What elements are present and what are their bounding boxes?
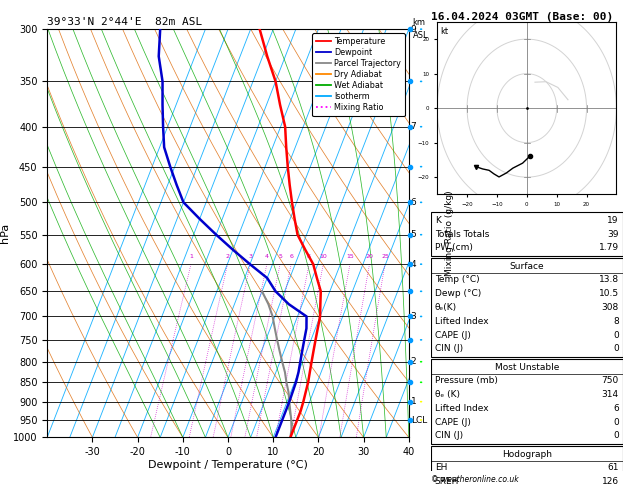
Text: 314: 314	[602, 390, 619, 399]
Text: Totals Totals: Totals Totals	[435, 229, 489, 239]
Bar	[431, 446, 623, 486]
Text: 0: 0	[613, 417, 619, 427]
Text: PW (cm): PW (cm)	[435, 243, 472, 252]
Text: 6: 6	[613, 404, 619, 413]
Text: 39°33'N 2°44'E  82m ASL: 39°33'N 2°44'E 82m ASL	[47, 17, 203, 27]
Text: K: K	[435, 216, 440, 225]
Text: Dewp (°C): Dewp (°C)	[435, 289, 481, 298]
Text: Lifted Index: Lifted Index	[435, 317, 488, 326]
Text: © weatheronline.co.uk: © weatheronline.co.uk	[431, 474, 518, 484]
Text: LCL: LCL	[411, 416, 427, 425]
Text: 4: 4	[411, 260, 416, 269]
Text: 61: 61	[608, 464, 619, 472]
Text: ASL: ASL	[413, 31, 428, 40]
Bar	[431, 212, 623, 256]
Text: 1: 1	[411, 397, 416, 406]
Text: θₑ(K): θₑ(K)	[435, 303, 457, 312]
X-axis label: Dewpoint / Temperature (°C): Dewpoint / Temperature (°C)	[148, 460, 308, 470]
Text: km: km	[413, 18, 425, 27]
Text: Hodograph: Hodograph	[502, 450, 552, 459]
Text: Pressure (mb): Pressure (mb)	[435, 376, 498, 385]
Text: CIN (J): CIN (J)	[435, 344, 463, 353]
Text: 126: 126	[602, 477, 619, 486]
Text: 1: 1	[189, 254, 193, 259]
Text: 19: 19	[608, 216, 619, 225]
Text: Surface: Surface	[509, 261, 544, 271]
Text: kt: kt	[441, 27, 449, 36]
Text: 0: 0	[613, 344, 619, 353]
Text: Mixing Ratio (g/kg): Mixing Ratio (g/kg)	[445, 191, 454, 276]
Text: 5: 5	[411, 230, 416, 239]
Text: 6: 6	[411, 198, 416, 207]
Text: 25: 25	[381, 254, 389, 259]
Text: 2: 2	[226, 254, 230, 259]
Text: CAPE (J): CAPE (J)	[435, 330, 470, 340]
Text: 16.04.2024 03GMT (Base: 00): 16.04.2024 03GMT (Base: 00)	[431, 12, 613, 22]
Text: SREH: SREH	[435, 477, 459, 486]
Text: EH: EH	[435, 464, 447, 472]
Text: 10.5: 10.5	[599, 289, 619, 298]
Text: 10: 10	[320, 254, 327, 259]
Text: 9: 9	[411, 25, 416, 34]
Text: 8: 8	[307, 254, 311, 259]
Text: 20: 20	[365, 254, 374, 259]
Y-axis label: hPa: hPa	[0, 223, 10, 243]
Text: CAPE (J): CAPE (J)	[435, 417, 470, 427]
Legend: Temperature, Dewpoint, Parcel Trajectory, Dry Adiabat, Wet Adiabat, Isotherm, Mi: Temperature, Dewpoint, Parcel Trajectory…	[312, 33, 405, 116]
Text: 1.79: 1.79	[599, 243, 619, 252]
Text: 39: 39	[608, 229, 619, 239]
Text: 5: 5	[278, 254, 282, 259]
Text: 2: 2	[411, 357, 416, 366]
Text: 308: 308	[601, 303, 619, 312]
Text: Lifted Index: Lifted Index	[435, 404, 488, 413]
Text: 3: 3	[248, 254, 252, 259]
Text: CIN (J): CIN (J)	[435, 432, 463, 440]
Text: Temp (°C): Temp (°C)	[435, 276, 479, 284]
Text: 750: 750	[601, 376, 619, 385]
Text: 0: 0	[613, 432, 619, 440]
Bar	[431, 359, 623, 444]
Text: 8: 8	[613, 317, 619, 326]
Text: 6: 6	[289, 254, 293, 259]
Text: 4: 4	[265, 254, 269, 259]
Text: θₑ (K): θₑ (K)	[435, 390, 460, 399]
Bar	[431, 258, 623, 357]
Text: 15: 15	[346, 254, 354, 259]
Text: 3: 3	[411, 312, 416, 321]
Text: 0: 0	[613, 330, 619, 340]
Text: Most Unstable: Most Unstable	[494, 363, 559, 372]
Text: 7: 7	[411, 122, 416, 131]
Text: 13.8: 13.8	[599, 276, 619, 284]
